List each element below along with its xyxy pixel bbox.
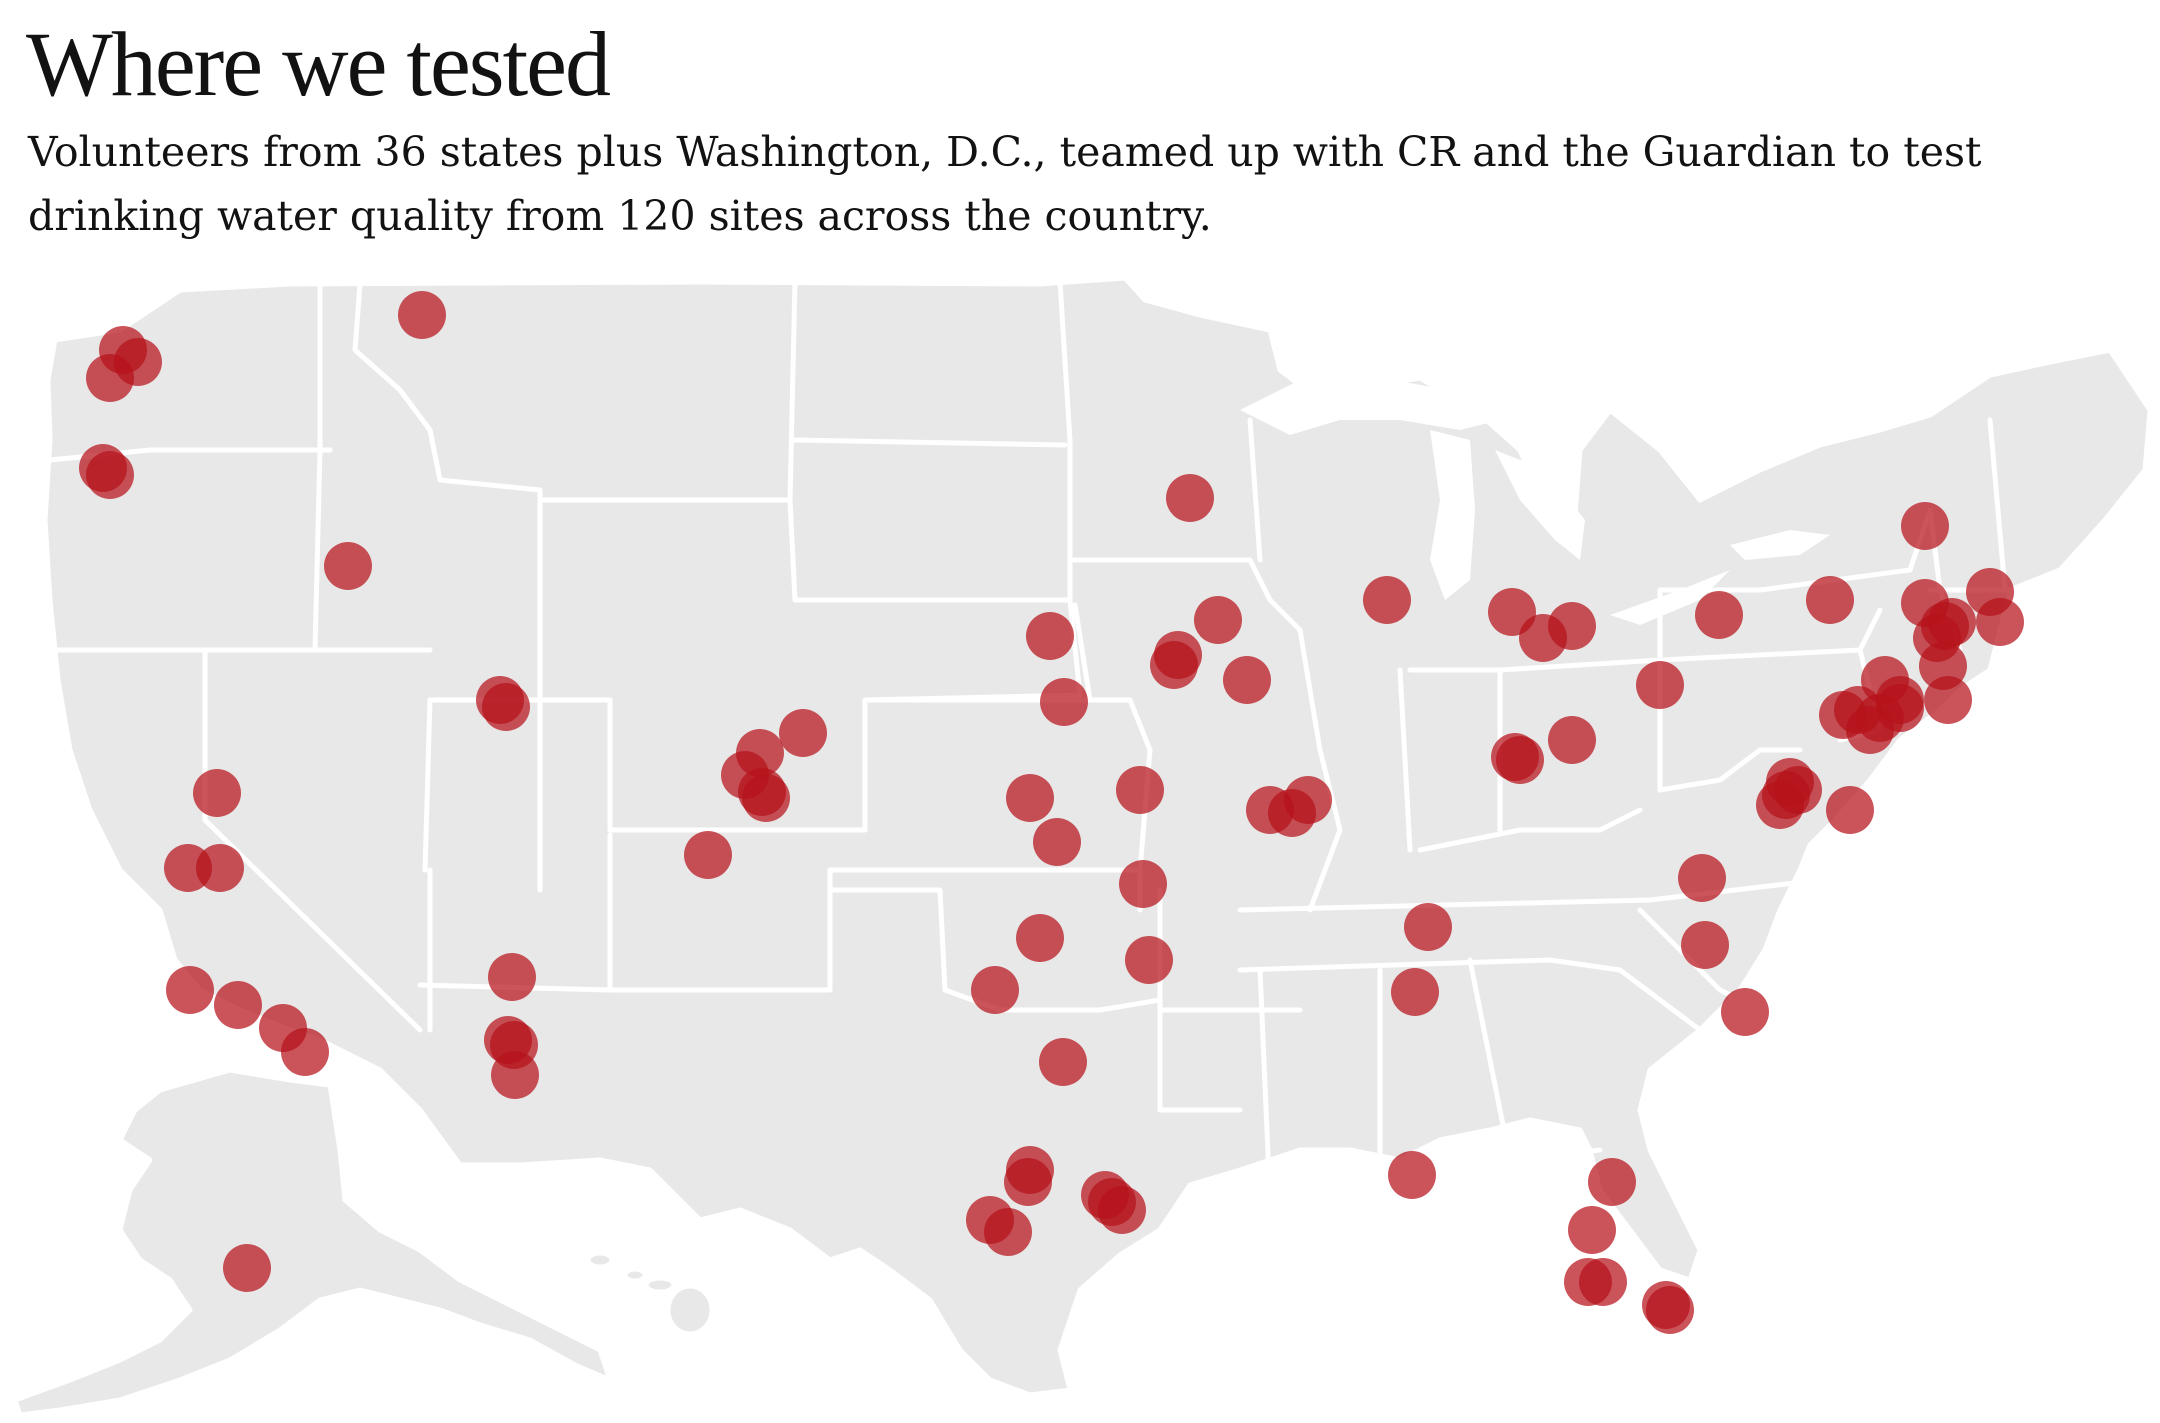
lake-superior <box>1240 378 1500 435</box>
test-site-marker <box>1646 1286 1694 1334</box>
page-title: Where we tested <box>26 13 611 115</box>
test-site-marker <box>684 831 732 879</box>
test-site-marker <box>1119 860 1167 908</box>
test-site-marker <box>1166 474 1214 522</box>
test-site-marker <box>1806 576 1854 624</box>
test-site-marker <box>1826 786 1874 834</box>
test-site-marker <box>742 774 790 822</box>
lake-michigan <box>1430 430 1475 600</box>
test-site-marker <box>1391 968 1439 1016</box>
test-site-marker <box>1006 774 1054 822</box>
test-site-marker <box>214 981 262 1029</box>
test-site-markers <box>79 291 2024 1334</box>
test-site-marker <box>1116 766 1164 814</box>
page-subtitle: Volunteers from 36 states plus Washingto… <box>28 128 1982 240</box>
test-site-marker <box>1404 903 1452 951</box>
test-site-marker <box>398 291 446 339</box>
test-site-marker <box>1363 576 1411 624</box>
test-site-marker <box>1040 678 1088 726</box>
test-site-marker <box>86 354 134 402</box>
test-site-marker <box>1579 1258 1627 1306</box>
test-site-marker <box>193 769 241 817</box>
test-site-marker <box>86 451 134 499</box>
test-site-marker <box>1976 598 2024 646</box>
test-site-marker <box>1928 598 1976 646</box>
test-site-marker <box>223 1244 271 1292</box>
test-site-marker <box>1194 596 1242 644</box>
state-borders <box>47 277 2013 1203</box>
test-site-marker <box>779 709 827 757</box>
hawaii-land <box>585 1250 715 1337</box>
test-site-marker <box>482 683 530 731</box>
test-site-marker <box>281 1028 329 1076</box>
test-site-marker <box>1756 781 1804 829</box>
us-map-svg <box>12 275 2153 1418</box>
test-site-marker <box>1695 591 1743 639</box>
test-site-marker <box>1636 661 1684 709</box>
alaska-land <box>12 1067 613 1418</box>
test-site-marker <box>984 1208 1032 1256</box>
lake-huron <box>1495 450 1585 560</box>
test-site-marker <box>1004 1158 1052 1206</box>
test-site-marker <box>1568 1206 1616 1254</box>
test-site-marker <box>1388 1151 1436 1199</box>
test-site-marker <box>1876 684 1924 732</box>
test-site-marker <box>971 966 1019 1014</box>
test-site-marker <box>1098 1186 1146 1234</box>
test-site-marker <box>1548 602 1596 650</box>
test-site-marker <box>1924 676 1972 724</box>
test-site-marker <box>1901 502 1949 550</box>
lake-erie <box>1610 570 1730 625</box>
test-site-marker <box>1016 914 1064 962</box>
test-site-marker <box>166 966 214 1014</box>
test-site-marker <box>196 844 244 892</box>
test-site-marker <box>1223 656 1271 704</box>
test-site-marker <box>1548 716 1596 764</box>
test-site-marker <box>324 542 372 590</box>
test-site-marker <box>1033 818 1081 866</box>
test-site-marker <box>1496 736 1544 784</box>
test-site-marker <box>1721 988 1769 1036</box>
test-site-marker <box>488 953 536 1001</box>
test-site-marker <box>1150 641 1198 689</box>
lake-ontario <box>1730 530 1830 560</box>
test-site-marker <box>1125 936 1173 984</box>
test-site-marker <box>1588 1158 1636 1206</box>
test-site-marker <box>1039 1038 1087 1086</box>
us-map <box>0 270 2160 1423</box>
test-site-marker <box>491 1051 539 1099</box>
test-site-marker <box>1678 854 1726 902</box>
test-site-marker <box>1284 776 1332 824</box>
test-site-marker <box>1681 921 1729 969</box>
test-site-marker <box>1026 612 1074 660</box>
